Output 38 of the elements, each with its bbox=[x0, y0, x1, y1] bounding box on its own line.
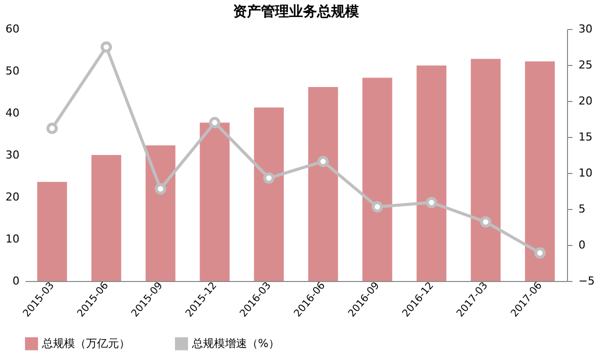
point bbox=[534, 247, 546, 259]
bar bbox=[254, 108, 284, 281]
bar bbox=[362, 78, 392, 281]
bar bbox=[470, 58, 501, 281]
legend-label: 总规模增速（%） bbox=[191, 336, 280, 350]
point bbox=[209, 116, 220, 128]
y2-tick-label: 20 bbox=[578, 94, 592, 108]
y2-tick-label: 15 bbox=[578, 130, 592, 144]
y-tick-label: 40 bbox=[6, 106, 20, 120]
bar bbox=[416, 66, 446, 281]
bar bbox=[200, 122, 230, 281]
bar bbox=[37, 182, 68, 281]
y-tick-label: 50 bbox=[6, 64, 20, 78]
y-tick-label: 20 bbox=[6, 190, 20, 204]
point bbox=[100, 41, 112, 53]
y2-tick-label: 25 bbox=[578, 58, 592, 72]
point bbox=[372, 201, 383, 213]
y-tick-label: 10 bbox=[6, 232, 20, 246]
point bbox=[46, 122, 58, 134]
y2-tick-label: 10 bbox=[578, 166, 592, 180]
y2-tick-label: 0 bbox=[578, 238, 586, 252]
y-tick-label: 30 bbox=[6, 148, 20, 162]
y2-tick-label: 30 bbox=[578, 22, 592, 36]
bar bbox=[308, 86, 338, 281]
point bbox=[154, 183, 166, 195]
y-tick-label: 0 bbox=[12, 274, 20, 288]
point bbox=[480, 216, 492, 228]
bar bbox=[146, 145, 176, 281]
y2-tick-label: 5 bbox=[578, 202, 586, 216]
chart-title: 资产管理业务总规模 bbox=[233, 3, 360, 20]
point bbox=[426, 196, 438, 208]
point bbox=[317, 156, 329, 168]
legend-label: 总规模（万亿元） bbox=[41, 336, 130, 350]
bar bbox=[91, 155, 122, 281]
y2-tick-label: −5 bbox=[578, 274, 595, 288]
y-tick-label: 60 bbox=[6, 22, 20, 36]
bar bbox=[524, 61, 555, 281]
point bbox=[263, 172, 275, 184]
